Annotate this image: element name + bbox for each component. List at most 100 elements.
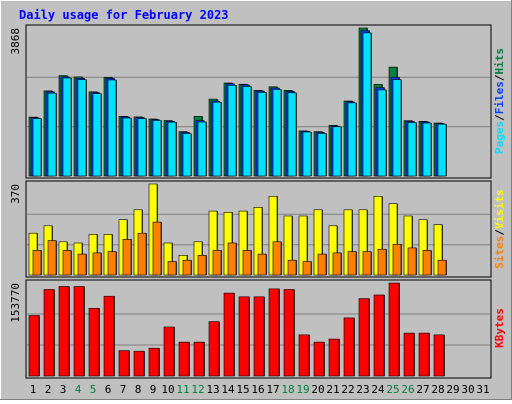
x-tick-label: 19 bbox=[296, 383, 309, 396]
bar-sites-day-1 bbox=[32, 250, 42, 276]
bar-pages-day-18 bbox=[287, 92, 297, 177]
legend-item: Pages bbox=[493, 121, 506, 154]
bar-sites-day-2 bbox=[47, 240, 57, 276]
chart-title: Daily usage for February 2023 bbox=[19, 8, 229, 22]
x-tick-label: 12 bbox=[191, 383, 204, 396]
bar-kbytes-day-4 bbox=[73, 286, 85, 377]
bar-pages-day-17 bbox=[272, 89, 282, 177]
bar-sites-day-6 bbox=[107, 251, 117, 276]
x-tick-label: 1 bbox=[30, 383, 37, 396]
legend-item: / bbox=[493, 114, 506, 121]
bar-pages-day-23 bbox=[362, 32, 372, 177]
bar-kbytes-day-11 bbox=[178, 341, 190, 377]
bar-sites-day-7 bbox=[122, 239, 132, 276]
bar-pages-day-16 bbox=[257, 92, 267, 177]
bar-kbytes-day-13 bbox=[208, 321, 220, 377]
bar-sites-day-17 bbox=[272, 241, 282, 276]
bar-pages-day-13 bbox=[212, 101, 222, 177]
bar-kbytes-day-20 bbox=[313, 341, 325, 377]
bar-kbytes-day-27 bbox=[418, 332, 430, 377]
bar-sites-day-9 bbox=[152, 221, 162, 276]
x-tick-label: 15 bbox=[236, 383, 249, 396]
y-max-label: 153770 bbox=[9, 283, 22, 323]
x-tick-label: 22 bbox=[341, 383, 354, 396]
x-tick-label: 18 bbox=[281, 383, 294, 396]
bar-kbytes-day-8 bbox=[133, 350, 145, 377]
x-tick-label: 7 bbox=[120, 383, 127, 396]
bar-kbytes-day-9 bbox=[148, 347, 160, 377]
bar-sites-day-3 bbox=[62, 250, 72, 276]
legend-kbytes: KBytes bbox=[493, 308, 506, 348]
bar-kbytes-day-5 bbox=[88, 307, 100, 377]
bar-sites-day-18 bbox=[287, 259, 297, 276]
x-tick-label: 28 bbox=[431, 383, 444, 396]
bar-pages-day-22 bbox=[347, 102, 357, 177]
bar-sites-day-23 bbox=[362, 251, 372, 276]
bar-pages-day-14 bbox=[227, 85, 237, 177]
bar-pages-day-2 bbox=[47, 92, 57, 177]
x-tick-label: 13 bbox=[206, 383, 219, 396]
bar-pages-day-28 bbox=[437, 123, 447, 177]
legend-visits-sites: Sites/Visits bbox=[493, 189, 506, 269]
bar-kbytes-day-17 bbox=[268, 288, 280, 377]
bar-kbytes-day-23 bbox=[358, 298, 370, 377]
bar-pages-day-26 bbox=[407, 122, 417, 177]
bar-sites-day-20 bbox=[317, 253, 327, 276]
bar-sites-day-15 bbox=[242, 250, 252, 276]
bar-sites-day-21 bbox=[332, 252, 342, 276]
bar-kbytes-day-2 bbox=[43, 289, 55, 377]
x-tick-label: 5 bbox=[90, 383, 97, 396]
x-tick-label: 26 bbox=[401, 383, 414, 396]
bar-sites-day-10 bbox=[167, 261, 177, 276]
x-tick-label: 27 bbox=[416, 383, 429, 396]
bar-kbytes-day-14 bbox=[223, 292, 235, 377]
x-tick-label: 8 bbox=[135, 383, 142, 396]
bar-pages-day-20 bbox=[317, 133, 327, 177]
legends: Pages/Files/Hits Sites/Visits KBytes bbox=[493, 48, 506, 348]
bar-sites-day-22 bbox=[347, 251, 357, 276]
legend-item: Visits bbox=[493, 189, 506, 229]
bar-pages-day-12 bbox=[197, 121, 207, 177]
bar-kbytes-day-7 bbox=[118, 350, 130, 377]
x-tick-label: 14 bbox=[221, 383, 235, 396]
x-tick-label: 24 bbox=[371, 383, 385, 396]
bar-pages-day-9 bbox=[152, 120, 162, 177]
bar-pages-day-6 bbox=[107, 79, 117, 177]
bar-kbytes-day-25 bbox=[388, 282, 400, 377]
x-tick-label: 29 bbox=[446, 383, 459, 396]
legend-item: / bbox=[493, 229, 506, 236]
x-tick-label: 30 bbox=[461, 383, 474, 396]
bar-sites-day-27 bbox=[422, 250, 432, 276]
x-tick-label: 31 bbox=[476, 383, 489, 396]
x-tick-label: 16 bbox=[251, 383, 264, 396]
x-tick-label: 2 bbox=[45, 383, 52, 396]
bar-kbytes-day-26 bbox=[403, 332, 415, 377]
bar-pages-day-15 bbox=[242, 86, 252, 177]
x-tick-label: 17 bbox=[266, 383, 279, 396]
x-tick-label: 3 bbox=[60, 383, 67, 396]
x-tick-label: 10 bbox=[161, 383, 174, 396]
legend-hits-files-pages: Pages/Files/Hits bbox=[493, 48, 506, 154]
x-tick-label: 6 bbox=[105, 383, 112, 396]
bar-sites-day-24 bbox=[377, 248, 387, 276]
bar-pages-day-21 bbox=[332, 126, 342, 177]
bar-pages-day-5 bbox=[92, 93, 102, 177]
x-tick-label: 4 bbox=[75, 383, 82, 396]
bar-pages-day-27 bbox=[422, 122, 432, 177]
x-tick-label: 25 bbox=[386, 383, 399, 396]
bar-kbytes-day-3 bbox=[58, 286, 70, 377]
bar-pages-day-3 bbox=[62, 77, 72, 177]
y-max-labels: 3868 370 153770 bbox=[9, 28, 22, 323]
bar-sites-day-14 bbox=[227, 242, 237, 276]
bar-kbytes-day-15 bbox=[238, 296, 250, 377]
bar-sites-day-4 bbox=[77, 253, 87, 276]
bar-kbytes-day-21 bbox=[328, 338, 340, 377]
x-tick-label: 9 bbox=[150, 383, 157, 396]
bar-sites-day-16 bbox=[257, 253, 267, 276]
bar-sites-day-13 bbox=[212, 250, 222, 276]
bar-kbytes-day-22 bbox=[343, 317, 355, 377]
bar-sites-day-19 bbox=[302, 261, 312, 276]
bar-pages-day-11 bbox=[182, 133, 192, 177]
bar-pages-day-4 bbox=[77, 79, 87, 177]
